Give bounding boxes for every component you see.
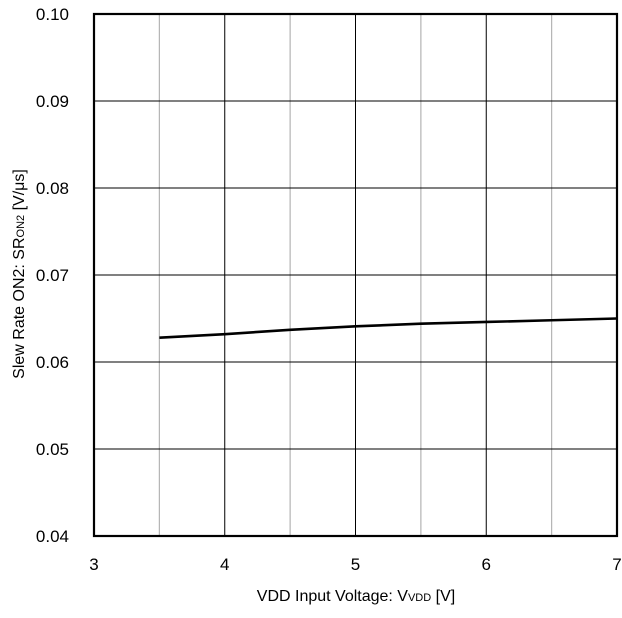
y-axis-label-subscript: ON2 <box>15 215 27 238</box>
y-axis-label-unit: [V/μs] <box>11 169 28 215</box>
y-tick-label: 0.10 <box>36 5 69 24</box>
y-tick-label: 0.07 <box>36 266 69 285</box>
grid-lines <box>94 14 617 536</box>
y-axis-label: Slew Rate ON2: SRON2 [V/μs] <box>11 169 28 379</box>
plot-border <box>92 12 619 538</box>
x-axis-label-main: VDD Input Voltage: V <box>257 588 409 605</box>
series-line <box>159 317 618 339</box>
series-layer <box>159 317 618 339</box>
y-axis-label-main: Slew Rate ON2: SR <box>11 237 28 378</box>
x-tick-label: 6 <box>482 555 491 574</box>
x-tick-label: 4 <box>220 555 229 574</box>
x-tick-label: 5 <box>351 555 360 574</box>
x-tick-label: 3 <box>89 555 98 574</box>
x-tick-label: 7 <box>612 555 621 574</box>
tick-labels: 3 4 5 6 7 0.04 0.05 0.06 0.07 0.08 0.09 0.10 <box>36 5 622 574</box>
y-tick-label: 0.08 <box>36 179 69 198</box>
y-tick-label: 0.06 <box>36 353 69 372</box>
y-tick-label: 0.09 <box>36 92 69 111</box>
y-tick-label: 0.05 <box>36 440 69 459</box>
y-tick-label: 0.04 <box>36 527 69 546</box>
x-axis-label-unit: [V] <box>431 588 455 605</box>
plot-frame <box>92 12 619 538</box>
x-axis-label: VDD Input Voltage: VVDD [V] <box>257 588 455 605</box>
x-axis-label-subscript: VDD <box>408 592 431 604</box>
